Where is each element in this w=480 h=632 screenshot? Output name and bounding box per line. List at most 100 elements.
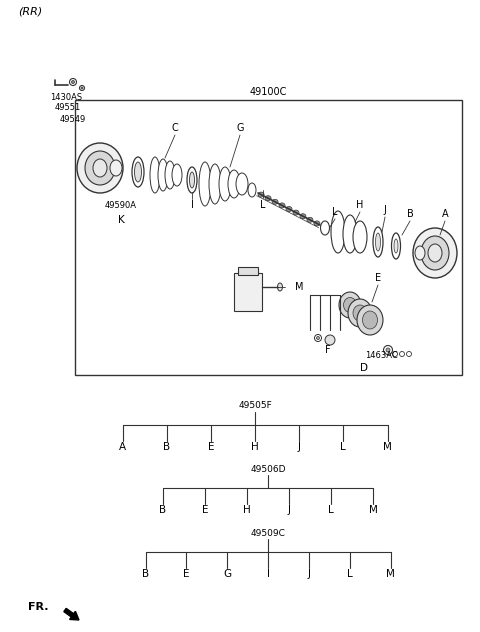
Text: H: H: [251, 442, 259, 452]
Text: M: M: [295, 282, 303, 292]
Text: E: E: [202, 505, 208, 515]
Text: L: L: [328, 505, 334, 515]
Ellipse shape: [393, 351, 397, 356]
Ellipse shape: [199, 162, 211, 206]
Ellipse shape: [325, 335, 335, 345]
Ellipse shape: [265, 196, 271, 201]
Text: A: A: [119, 442, 126, 452]
Ellipse shape: [343, 215, 357, 253]
Text: J: J: [384, 205, 386, 215]
Ellipse shape: [375, 233, 381, 251]
Text: G: G: [236, 123, 244, 133]
Text: F: F: [325, 345, 331, 355]
Text: I: I: [191, 200, 193, 210]
Bar: [75, 100, 462, 375]
Text: J: J: [307, 569, 311, 579]
Ellipse shape: [344, 298, 357, 312]
Ellipse shape: [321, 221, 329, 235]
Ellipse shape: [314, 221, 320, 226]
Text: E: E: [183, 569, 190, 579]
Ellipse shape: [150, 157, 160, 193]
Text: 49509C: 49509C: [251, 528, 286, 537]
Ellipse shape: [316, 336, 320, 339]
Text: (RR): (RR): [18, 7, 42, 17]
Ellipse shape: [331, 211, 345, 253]
FancyArrow shape: [64, 609, 79, 620]
Ellipse shape: [248, 183, 256, 197]
Ellipse shape: [77, 143, 123, 193]
Ellipse shape: [70, 78, 76, 85]
Ellipse shape: [357, 305, 383, 335]
Ellipse shape: [339, 292, 361, 318]
Text: 49100C: 49100C: [250, 87, 287, 97]
Text: 49551: 49551: [55, 104, 81, 112]
Ellipse shape: [209, 164, 221, 204]
Ellipse shape: [277, 283, 283, 291]
Text: E: E: [207, 442, 214, 452]
Text: K: K: [118, 215, 125, 225]
Ellipse shape: [158, 159, 168, 191]
Ellipse shape: [428, 244, 442, 262]
Bar: [238, 267, 258, 275]
Text: 49549: 49549: [60, 114, 86, 123]
Text: B: B: [142, 569, 149, 579]
Ellipse shape: [236, 173, 248, 195]
Ellipse shape: [373, 227, 383, 257]
Text: G: G: [223, 569, 231, 579]
Ellipse shape: [272, 199, 278, 204]
Ellipse shape: [314, 334, 322, 341]
Ellipse shape: [165, 161, 175, 189]
Text: M: M: [383, 442, 392, 452]
Ellipse shape: [286, 207, 292, 212]
Ellipse shape: [394, 239, 398, 253]
Text: H: H: [356, 200, 364, 210]
Ellipse shape: [413, 228, 457, 278]
Text: FR.: FR.: [28, 602, 48, 612]
Ellipse shape: [300, 214, 306, 219]
Text: C: C: [172, 123, 179, 133]
Ellipse shape: [72, 80, 74, 83]
Text: B: B: [159, 505, 167, 515]
Text: 1463AC: 1463AC: [365, 351, 398, 360]
Text: 49506D: 49506D: [250, 465, 286, 473]
Ellipse shape: [362, 311, 377, 329]
Text: B: B: [407, 209, 413, 219]
Ellipse shape: [279, 203, 285, 208]
Ellipse shape: [81, 87, 83, 89]
Ellipse shape: [110, 160, 122, 176]
Ellipse shape: [384, 346, 393, 355]
Ellipse shape: [258, 192, 264, 197]
Text: M: M: [386, 569, 395, 579]
Ellipse shape: [172, 164, 182, 186]
Ellipse shape: [80, 85, 84, 90]
Ellipse shape: [353, 221, 367, 253]
Ellipse shape: [293, 210, 299, 215]
Ellipse shape: [85, 151, 115, 185]
Text: 49590A: 49590A: [105, 200, 137, 209]
Text: M: M: [369, 505, 377, 515]
Ellipse shape: [421, 236, 449, 270]
Ellipse shape: [219, 167, 231, 201]
Ellipse shape: [307, 217, 313, 222]
Text: H: H: [243, 505, 251, 515]
Text: 49505F: 49505F: [238, 401, 272, 411]
Text: B: B: [163, 442, 170, 452]
Ellipse shape: [187, 167, 197, 193]
Text: D: D: [360, 363, 368, 373]
Ellipse shape: [93, 159, 107, 177]
Text: L: L: [332, 207, 338, 217]
Ellipse shape: [386, 348, 390, 352]
Text: L: L: [347, 569, 352, 579]
Ellipse shape: [132, 157, 144, 187]
Text: L: L: [340, 442, 346, 452]
Ellipse shape: [415, 246, 425, 260]
Ellipse shape: [353, 305, 367, 321]
Ellipse shape: [392, 233, 400, 259]
Ellipse shape: [134, 162, 142, 182]
Text: L: L: [260, 200, 266, 210]
Text: A: A: [442, 209, 448, 219]
Text: 1430AS: 1430AS: [50, 92, 82, 102]
Ellipse shape: [190, 172, 194, 188]
Text: J: J: [298, 442, 300, 452]
Text: J: J: [288, 505, 290, 515]
